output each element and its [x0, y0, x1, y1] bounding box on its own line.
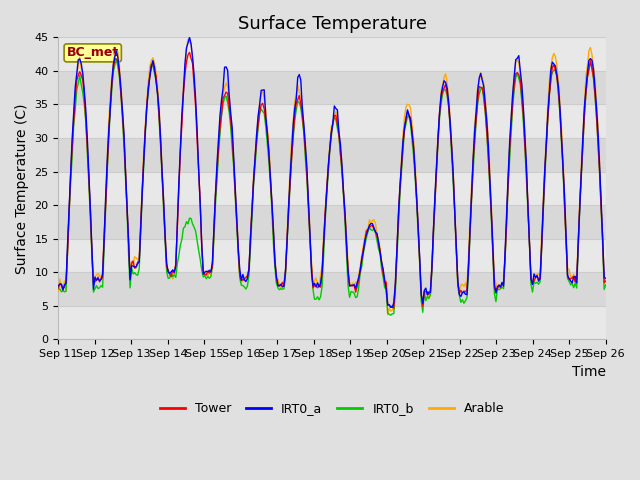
Arable [184, 36, 192, 42]
IRT0_a [388, 304, 396, 310]
Arable [237, 280, 245, 286]
Bar [58, 306, 605, 339]
Line: IRT0_b: IRT0_b [58, 59, 605, 315]
Tower [186, 49, 193, 55]
IRT0_a [602, 276, 609, 281]
IRT0_b [602, 282, 609, 288]
Bar [58, 37, 605, 71]
Text: BC_met: BC_met [67, 47, 119, 60]
Arable [220, 92, 227, 97]
IRT0_b [246, 245, 254, 251]
IRT0_b [387, 312, 395, 318]
Bar [58, 205, 605, 239]
Tower [296, 93, 303, 98]
Arable [602, 278, 609, 284]
IRT0_a [186, 35, 193, 40]
IRT0_a [220, 85, 227, 91]
Tower [246, 234, 254, 240]
IRT0_a [122, 168, 129, 174]
Arable [246, 240, 254, 245]
Arable [122, 166, 129, 172]
IRT0_b [296, 100, 303, 106]
Bar [58, 171, 605, 205]
IRT0_b [123, 207, 131, 213]
Tower [220, 95, 227, 101]
Bar [58, 105, 605, 138]
Line: Arable: Arable [58, 39, 605, 314]
IRT0_a [246, 235, 254, 240]
Tower [122, 169, 129, 175]
Bar [58, 272, 605, 306]
Bar [58, 239, 605, 272]
IRT0_b [237, 282, 245, 288]
Tower [602, 278, 609, 284]
Arable [296, 90, 303, 96]
IRT0_a [575, 238, 582, 244]
Arable [54, 288, 62, 294]
IRT0_a [296, 72, 303, 77]
IRT0_b [575, 247, 582, 252]
Bar [58, 138, 605, 171]
Y-axis label: Surface Temperature (C): Surface Temperature (C) [15, 103, 29, 274]
Tower [237, 276, 245, 282]
IRT0_b [220, 101, 227, 107]
IRT0_a [54, 283, 62, 288]
Arable [384, 312, 392, 317]
IRT0_a [237, 277, 245, 283]
Arable [575, 239, 582, 244]
Legend: Tower, IRT0_a, IRT0_b, Arable: Tower, IRT0_a, IRT0_b, Arable [155, 397, 509, 420]
Tower [575, 241, 582, 247]
X-axis label: Time: Time [572, 365, 605, 379]
Line: Tower: Tower [58, 52, 605, 308]
Tower [390, 305, 397, 311]
Bar [58, 71, 605, 105]
Tower [54, 285, 62, 291]
IRT0_b [54, 286, 62, 292]
IRT0_b [113, 56, 120, 61]
Line: IRT0_a: IRT0_a [58, 37, 605, 307]
Title: Surface Temperature: Surface Temperature [237, 15, 426, 33]
